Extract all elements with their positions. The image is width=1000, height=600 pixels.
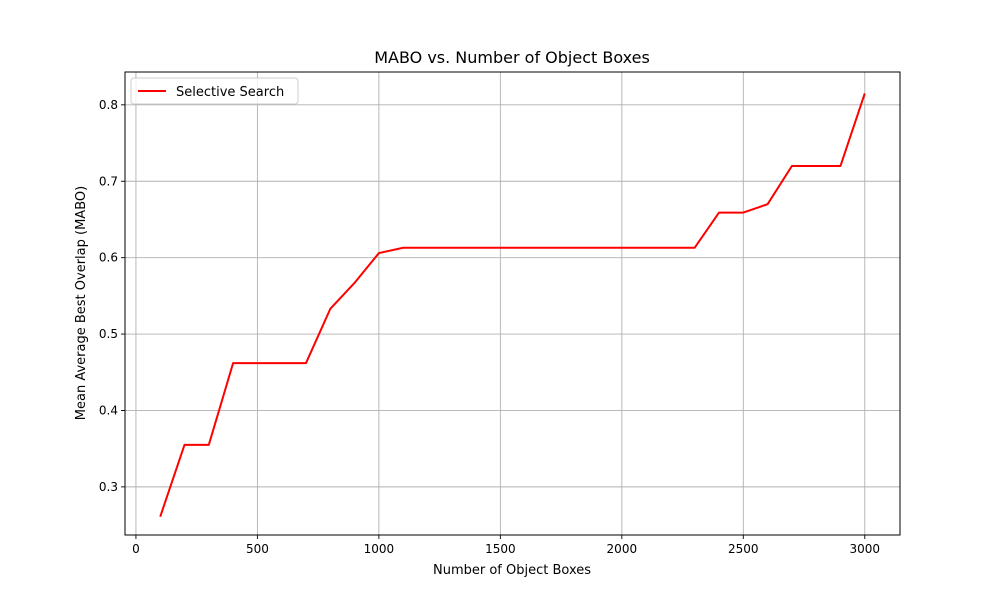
x-axis-ticks: 0 500 1000 1500 2000 2500 3000 [132,535,880,556]
x-tick-label: 1000 [364,542,395,556]
plot-area-frame [124,71,901,536]
series-line-selective-search [159,93,866,517]
y-tick-label: 0.4 [99,403,118,417]
y-axis-label: Mean Average Best Overlap (MABO) [74,186,89,420]
y-tick-label: 0.7 [99,174,118,188]
x-tick-label: 0 [132,542,140,556]
legend: Selective Search [130,77,299,105]
x-axis-label: Number of Object Boxes [433,563,591,578]
chart-title: MABO vs. Number of Object Boxes [374,48,650,67]
x-tick-label: 2000 [607,542,638,556]
legend-label-selective-search: Selective Search [176,85,284,100]
x-tick-label: 2500 [728,542,759,556]
x-tick-label: 1500 [485,542,516,556]
grid-lines [125,72,900,535]
y-tick-label: 0.6 [99,251,118,265]
y-tick-label: 0.3 [99,480,118,494]
x-tick-label: 3000 [849,542,880,556]
x-tick-label: 500 [246,542,269,556]
legend-box [130,77,299,105]
y-tick-label: 0.5 [99,327,118,341]
y-axis-ticks: 0.3 0.4 0.5 0.6 0.7 0.8 [99,98,125,494]
series-layer [159,93,866,517]
y-tick-label: 0.8 [99,98,118,112]
